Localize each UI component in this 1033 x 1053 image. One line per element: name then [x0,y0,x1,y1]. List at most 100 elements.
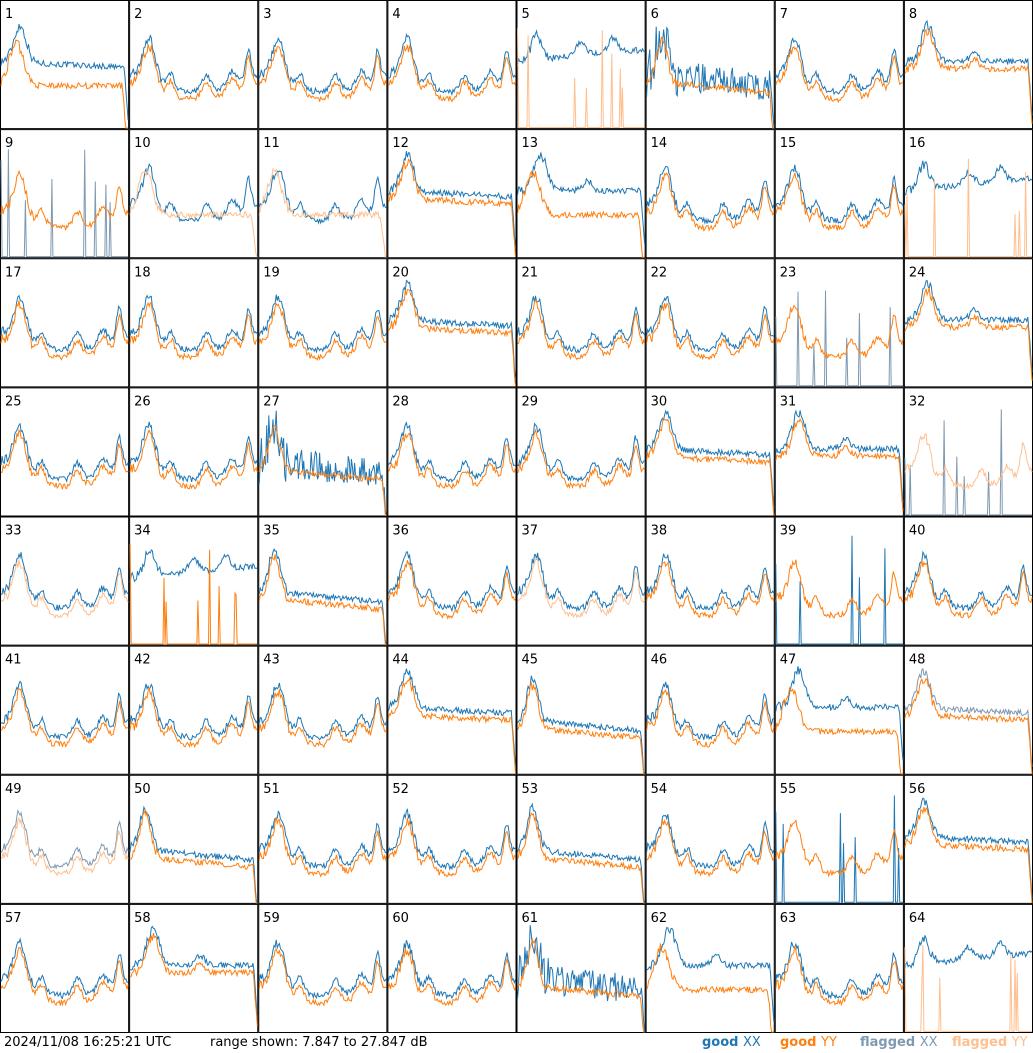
series-yy-good [0,39,129,129]
panel-3: 3 [258,0,388,130]
panel-frame [387,774,517,904]
panel-frame [516,0,646,130]
panel-frame [516,129,646,259]
series-xx-good [258,548,387,645]
series-yy-good [775,304,904,360]
series-yy-good [775,418,904,512]
panel-1: 1 [0,0,130,130]
series-yy-good [258,947,387,1007]
series-xx-good [775,941,903,1000]
panel-label: 55 [780,782,797,797]
panel-61: 61 [516,903,646,1033]
panel-label: 8 [909,7,917,22]
panel-label: 16 [909,136,926,151]
series-yy-flagged [0,816,129,877]
panel-frame [903,516,1033,646]
panel-label: 35 [263,524,280,539]
panel-frame [387,387,517,517]
series-yy-good [129,543,258,645]
series-xx-good [387,808,516,871]
panel-frame [774,129,904,259]
series-yy-flagged [517,557,646,619]
series-yy-good [517,170,645,258]
panel-9: 9 [0,129,130,259]
panel-frame [258,258,388,388]
panel-29: 29 [516,387,646,517]
panel-27: 27 [258,387,388,517]
panel-frame [387,645,517,775]
panel-35: 35 [258,516,388,646]
panel-frame [387,129,517,259]
panel-label: 47 [780,653,797,668]
panel-frame [387,903,517,1033]
series-yy-good [904,287,1033,381]
panel-label: 28 [392,394,409,409]
panel-frame [0,0,130,130]
series-yy-good [775,172,904,231]
panel-label: 59 [263,911,280,926]
series-xx-good [517,675,646,775]
series-xx-good [388,151,516,249]
panel-frame [774,903,904,1033]
panel-frame [0,387,130,517]
series-xx-good [387,940,516,1000]
panel-59: 59 [258,903,388,1033]
panel-frame [774,387,904,517]
panel-63: 63 [774,903,904,1033]
series-xx-good [517,802,646,904]
panel-47: 47 [774,645,904,775]
panel-5: 5 [516,0,646,130]
panel-frame [645,129,775,259]
legend-status: good [780,1035,817,1050]
series-yy-flagged [517,28,645,128]
panel-36: 36 [387,516,517,646]
panel-label: 40 [909,524,926,539]
panel-31: 31 [774,387,904,517]
panel-frame [129,129,259,259]
panel-28: 28 [387,387,517,517]
panel-label: 56 [909,782,926,797]
series-yy-good [387,947,516,1007]
panel-frame [0,129,130,259]
panel-frame [645,774,775,904]
series-xx-good [646,26,775,127]
panel-label: 17 [5,265,22,280]
series-yy-good [0,300,129,361]
series-yy-good [517,937,645,1033]
panel-label: 21 [522,265,539,280]
series-yy-flagged [904,945,1032,1032]
series-yy-good [904,677,1033,774]
panel-frame [129,387,259,517]
series-xx-flagged [775,290,903,387]
panel-label: 36 [392,524,409,539]
series-yy-good [517,682,645,775]
series-xx-good [387,551,516,613]
legend-good-xx: good XX [702,1035,761,1050]
panel-label: 43 [263,653,280,668]
panel-frame [903,258,1033,388]
panel-26: 26 [129,387,259,517]
series-xx-good [0,937,129,1000]
legend-status: flagged [860,1035,916,1050]
panel-label: 41 [5,653,22,668]
panel-54: 54 [645,774,775,904]
series-xx-good [646,814,775,870]
series-xx-good [646,553,775,611]
legend-good-yy: good YY [780,1035,837,1050]
panel-frame [0,645,130,775]
series-xx-good [904,550,1033,611]
panel-8: 8 [903,0,1033,130]
range-text: range shown: 7.847 to 27.847 dB [210,1035,428,1050]
series-yy-good [646,943,774,1033]
panel-label: 60 [392,911,409,926]
panel-19: 19 [258,258,388,388]
series-xx-good [258,294,387,354]
series-xx-good [775,795,903,903]
series-yy-flagged [129,168,258,258]
panel-frame [258,903,388,1033]
series-yy-good [258,554,387,646]
series-yy-flagged [904,158,1032,258]
panel-label: 33 [5,524,22,539]
panel-41: 41 [0,645,130,775]
